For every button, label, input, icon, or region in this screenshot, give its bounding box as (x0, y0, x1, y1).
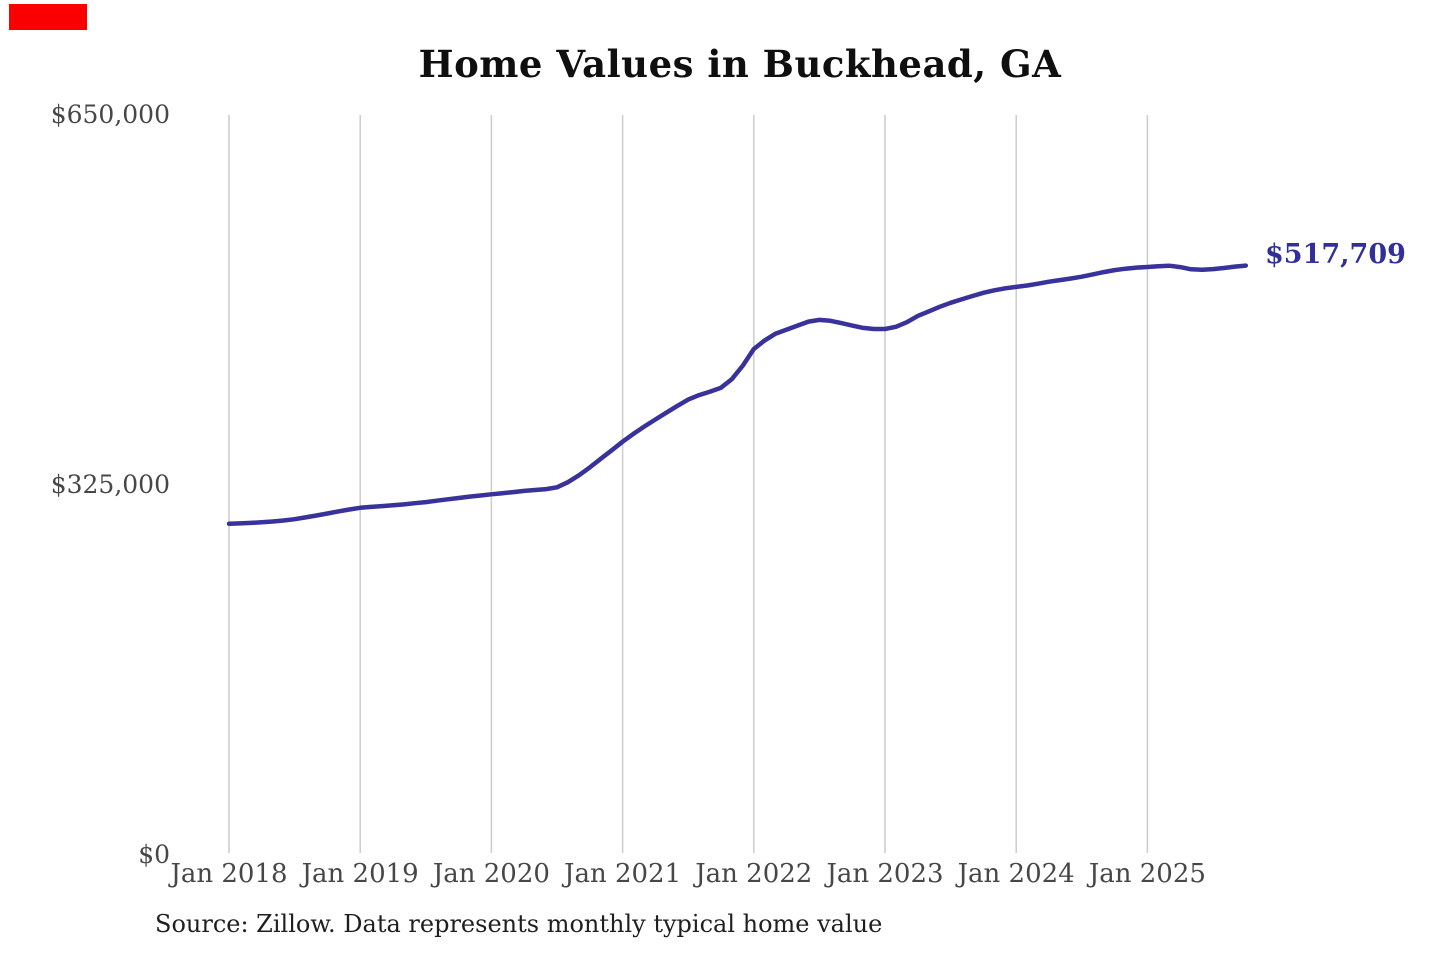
x-axis-tick-label: Jan 2018 (170, 859, 288, 889)
home-value-line (226, 263, 1249, 526)
x-axis-tick-label: Jan 2020 (432, 859, 550, 889)
chart-title: Home Values in Buckhead, GA (418, 42, 1062, 86)
y-axis-tick-650000: $650,000 (50, 100, 170, 129)
latest-value-label: $517,709 (1265, 239, 1406, 270)
y-axis-tick-325000: $325,000 (50, 470, 170, 499)
x-axis-tick-label: Jan 2021 (564, 859, 682, 889)
x-axis-tick-label: Jan 2019 (301, 859, 419, 889)
y-axis-tick-0: $0 (138, 840, 170, 869)
x-axis-tick-label: Jan 2023 (826, 859, 944, 889)
x-axis-tick-label: Jan 2024 (957, 859, 1075, 889)
x-axis-tick-label: Jan 2022 (695, 859, 813, 889)
red-marker-overlay (9, 4, 87, 30)
x-axis-tick-label: Jan 2025 (1088, 859, 1206, 889)
source-note: Source: Zillow. Data represents monthly … (155, 910, 883, 938)
